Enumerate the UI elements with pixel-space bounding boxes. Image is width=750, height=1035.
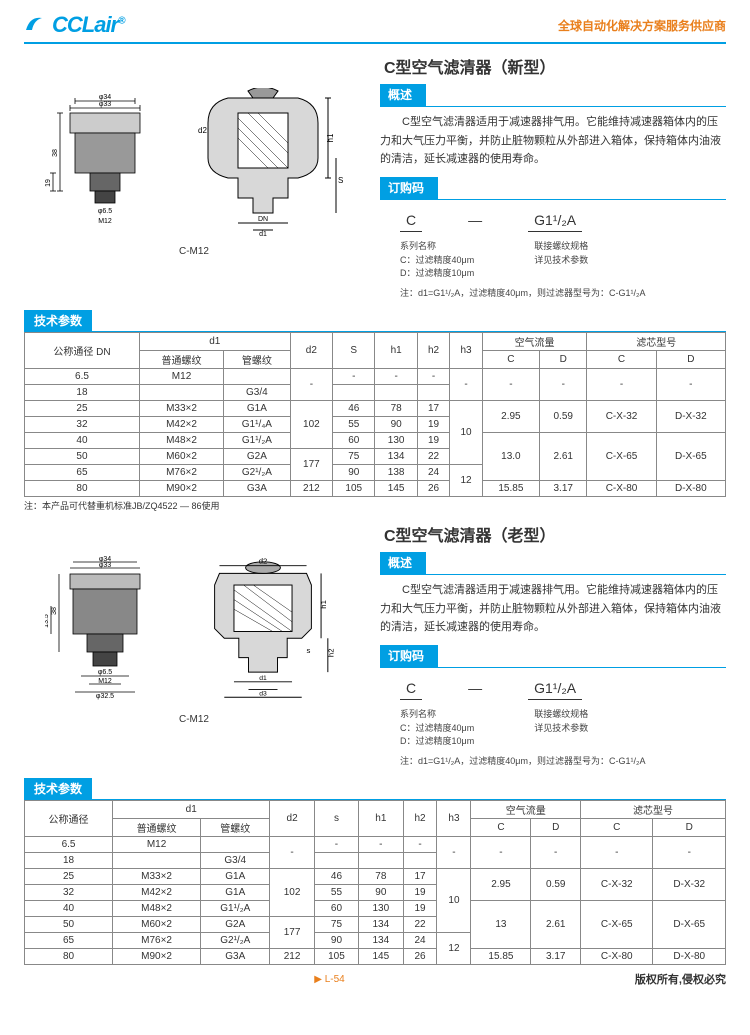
drawing-new-label: C-M12 [24, 246, 364, 257]
copyright: 版权所有,侵权必究 [635, 971, 726, 987]
svg-text:d1: d1 [259, 675, 267, 682]
svg-text:d3: d3 [259, 690, 267, 697]
svg-text:d2: d2 [198, 126, 207, 135]
table-row: 6.5M12--------- [25, 837, 726, 853]
svg-text:φ34: φ34 [99, 94, 111, 101]
order-thread-label: 联接螺纹规格 [534, 240, 588, 254]
table-row: 25M33×2G1A102467817102.950.59C-X-32D-X-3… [25, 869, 726, 885]
svg-text:M12: M12 [98, 218, 112, 225]
drawing-old-label: C-M12 [24, 714, 364, 725]
page-header: CCLair® 全球自动化解决方案服务供应商 [24, 12, 726, 44]
order-footnote-new: 注：d1=G1¹/₂A，过滤精度40μm，则过滤器型号为：C-G1¹/₂A [400, 287, 726, 301]
svg-text:h1: h1 [319, 600, 328, 609]
svg-text:DN: DN [258, 216, 268, 223]
order-left: C [400, 210, 422, 232]
order-label-2: 订购码 [380, 645, 438, 667]
order-label: 订购码 [380, 177, 438, 199]
svg-text:19: 19 [45, 179, 52, 187]
brand-logo: CCLair® [24, 12, 125, 38]
svg-text:S: S [338, 176, 343, 185]
spec-note-1: 注：本产品可代替重机标准JB/ZQ4522 — 86使用 [24, 499, 726, 512]
table-row: 40M48×2G1¹/₂A6013019132.61C-X-65D-X-65 [25, 901, 726, 917]
spec-table-old: 公称通径 d1 d2 s h1 h2 h3 空气流量 滤芯型号 普通螺纹管螺纹 … [24, 800, 726, 965]
svg-text:φ33: φ33 [99, 101, 111, 108]
tech-label-1: 技术参数 [24, 310, 92, 331]
table-row: 80M90×2G3A2121051452615.853.17C-X-80D-X-… [25, 481, 726, 497]
table-row: 40M48×2G1¹/₂A601301913.02.61C-X-65D-X-65 [25, 433, 726, 449]
product-old-title: C型空气滤清器（老型） [384, 522, 726, 546]
svg-text:d1: d1 [259, 231, 267, 238]
svg-text:φ6.5: φ6.5 [98, 208, 112, 215]
spec-table-new: 公称通径 DN d1 d2 S h1 h2 h3 空气流量 滤芯型号 普通螺纹管… [24, 332, 726, 497]
order-d-note: D：过滤精度10μm [400, 267, 474, 281]
order-right: G1¹/₂A [528, 210, 582, 232]
svg-text:38: 38 [52, 149, 59, 157]
svg-text:13.5: 13.5 [45, 614, 50, 628]
svg-text:φ6.5: φ6.5 [98, 669, 112, 676]
overview-text-old: C型空气滤清器适用于减速器排气用。它能维持减速器箱体内的压力和大气压力平衡，并防… [380, 581, 726, 637]
page-number: ▶ L-54 [314, 974, 344, 985]
svg-text:38: 38 [51, 607, 58, 615]
svg-text:M12: M12 [98, 678, 112, 685]
tech-label-2: 技术参数 [24, 778, 92, 799]
overview-label-2: 概述 [380, 552, 426, 574]
order-c-note: C：过滤精度40μm [400, 254, 474, 268]
svg-text:φ33: φ33 [99, 562, 111, 569]
table-row: 80M90×2G3A2121051452615.853.17C-X-80D-X-… [25, 949, 726, 965]
order-code-diagram-old: C — G1¹/₂A 系列名称 C：过滤精度40μm D：过滤精度10μm 联接… [380, 674, 726, 772]
svg-text:h2: h2 [327, 649, 336, 658]
drawing-old: φ34 φ33 38 13.5 φ6.5 M12 φ32.5 [24, 552, 364, 710]
table-row: 6.5M12--------- [25, 369, 726, 385]
order-series-label: 系列名称 [400, 240, 474, 254]
overview-text-new: C型空气滤清器适用于减速器排气用。它能维持减速器箱体内的压力和大气压力平衡，并防… [380, 113, 726, 169]
brand-reg: ® [118, 16, 124, 27]
svg-text:s: s [307, 646, 311, 655]
svg-text:φ32.5: φ32.5 [96, 693, 114, 700]
svg-text:h1: h1 [326, 133, 335, 142]
order-detail-note: 详见技术参数 [534, 254, 588, 268]
product-new-title: C型空气滤清器（新型） [384, 54, 726, 78]
drawing-new: φ34 φ33 38 19 φ6.5 M12 [24, 84, 364, 242]
header-tagline: 全球自动化解决方案服务供应商 [558, 17, 726, 34]
table-row: 25M33×2G1A102467817102.950.59C-X-32D-X-3… [25, 401, 726, 417]
svg-text:d2: d2 [259, 557, 268, 566]
overview-label: 概述 [380, 84, 426, 106]
brand-name: CCLair [52, 12, 118, 37]
page-footer: ▶ L-54 版权所有,侵权必究 [24, 971, 726, 987]
order-code-diagram-new: C — G1¹/₂A 系列名称 C：过滤精度40μm D：过滤精度10μm 联接… [380, 206, 726, 304]
order-dash: — [462, 210, 488, 232]
